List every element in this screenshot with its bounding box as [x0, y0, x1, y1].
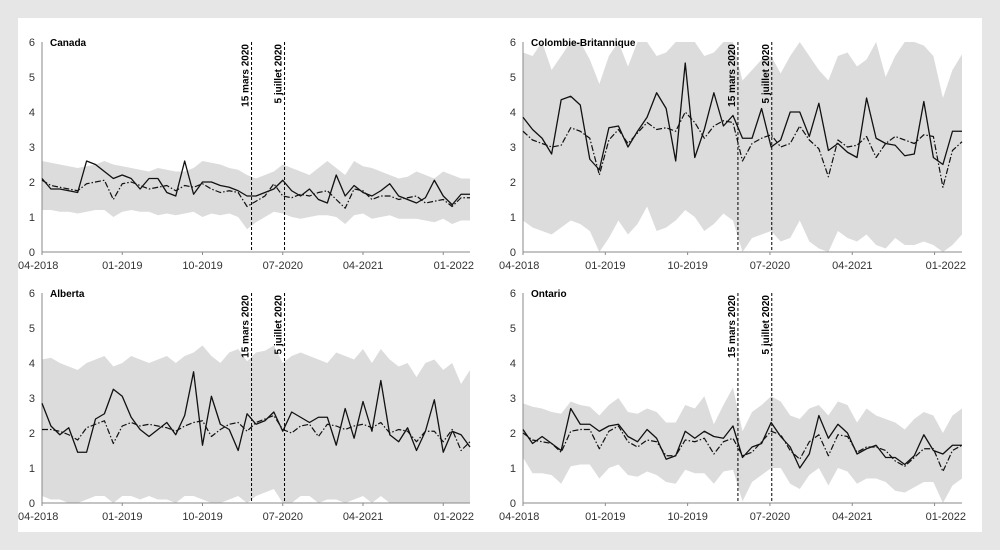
- x-tick-label: 04-2018: [499, 260, 539, 272]
- y-tick-label: 3: [29, 142, 35, 154]
- x-tick-label: 01-2022: [434, 260, 474, 272]
- x-tick-label: 10-2019: [667, 260, 707, 272]
- x-tick-label: 10-2019: [182, 260, 222, 272]
- observed-series-line: [41, 160, 470, 206]
- x-tick-label: 04-2021: [343, 260, 383, 272]
- y-tick-label: 4: [29, 107, 35, 119]
- x-tick-label: 07-2020: [263, 511, 303, 523]
- expected-series-line: [41, 179, 470, 209]
- y-tick-label: 4: [510, 107, 516, 119]
- panel-2: 0 1 2 3 4 5 6 04-2018 01-2019 10-2019 07-2020 04-20…: [18, 288, 474, 523]
- y-tick-label: 2: [510, 177, 516, 189]
- y-tick-label: 6: [510, 288, 516, 300]
- y-tick-label: 2: [29, 177, 35, 189]
- panel-3: 0 1 2 3 4 5 6 04-2018 01-2019 10-2019 07-2020 04-20…: [499, 288, 966, 523]
- y-tick-label: 5: [510, 323, 516, 335]
- expected-series-line: [522, 425, 963, 473]
- y-tick-label: 1: [510, 212, 516, 224]
- y-tick-label: 6: [29, 37, 35, 49]
- expected-series-line: [522, 111, 963, 188]
- y-tick-label: 0: [29, 498, 35, 510]
- y-tick-label: 4: [29, 358, 35, 370]
- y-tick-label: 1: [29, 463, 35, 475]
- y-tick-label: 3: [510, 393, 516, 405]
- x-tick-label: 04-2018: [18, 511, 58, 523]
- panel-title: Alberta: [50, 289, 85, 300]
- event-label: 15 mars 2020: [727, 295, 738, 358]
- x-tick-label: 04-2018: [499, 511, 539, 523]
- y-tick-label: 5: [29, 323, 35, 335]
- x-tick-label: 01-2019: [102, 260, 142, 272]
- x-tick-label: 07-2020: [750, 260, 790, 272]
- y-tick-label: 0: [510, 498, 516, 510]
- x-tick-label: 10-2019: [667, 511, 707, 523]
- panel-0: 0 1 2 3 4 5 6 04-2018 01-2019 10-2019 07-2020 04-20…: [18, 37, 474, 272]
- event-label: 5 juillet 2020: [761, 44, 772, 104]
- x-tick-label: 04-2021: [832, 260, 872, 272]
- y-tick-label: 0: [510, 247, 516, 259]
- x-tick-label: 07-2020: [750, 511, 790, 523]
- y-tick-label: 1: [29, 212, 35, 224]
- observed-series-line: [41, 371, 471, 453]
- x-tick-label: 10-2019: [182, 511, 222, 523]
- chart-figure: 0 1 2 3 4 5 6 04-2018 01-2019 10-2019 07-2020 04-20…: [18, 18, 982, 532]
- y-tick-label: 0: [29, 247, 35, 259]
- x-tick-label: 01-2022: [926, 260, 966, 272]
- event-label: 15 mars 2020: [241, 44, 252, 107]
- y-tick-label: 5: [29, 72, 35, 84]
- y-tick-label: 4: [510, 358, 516, 370]
- panel-title: Ontario: [531, 289, 567, 300]
- confidence-band: [523, 387, 962, 503]
- panel-1: 0 1 2 3 4 5 6 04-2018 01-2019 10-2019 07-2020 04-20…: [499, 37, 966, 272]
- event-label: 5 juillet 2020: [274, 295, 285, 355]
- confidence-band: [42, 161, 470, 230]
- expected-series-line: [42, 414, 471, 452]
- x-tick-label: 04-2021: [832, 511, 872, 523]
- y-tick-label: 3: [29, 393, 35, 405]
- chart-canvas: 0 1 2 3 4 5 6 04-2018 01-2019 10-2019 07-2020 04-20…: [18, 37, 966, 523]
- x-tick-label: 01-2019: [585, 260, 625, 272]
- panel-title: Canada: [50, 38, 87, 49]
- x-tick-label: 01-2022: [926, 511, 966, 523]
- y-tick-label: 6: [510, 37, 516, 49]
- x-tick-label: 01-2022: [434, 511, 474, 523]
- y-tick-label: 6: [29, 288, 35, 300]
- event-label: 5 juillet 2020: [761, 295, 772, 355]
- x-tick-label: 01-2019: [585, 511, 625, 523]
- x-tick-label: 01-2019: [102, 511, 142, 523]
- y-tick-label: 2: [29, 428, 35, 440]
- y-tick-label: 3: [510, 142, 516, 154]
- event-label: 15 mars 2020: [727, 44, 738, 107]
- observed-series-line: [522, 62, 962, 171]
- y-tick-label: 5: [510, 72, 516, 84]
- x-tick-label: 04-2018: [18, 260, 58, 272]
- x-tick-label: 04-2021: [343, 511, 383, 523]
- y-tick-label: 2: [510, 428, 516, 440]
- x-tick-label: 07-2020: [263, 260, 303, 272]
- panel-title: Colombie-Britannique: [531, 38, 636, 49]
- observed-series-line: [522, 407, 962, 469]
- event-label: 15 mars 2020: [241, 295, 252, 358]
- confidence-band: [523, 42, 962, 252]
- event-label: 5 juillet 2020: [274, 44, 285, 104]
- y-tick-label: 1: [510, 463, 516, 475]
